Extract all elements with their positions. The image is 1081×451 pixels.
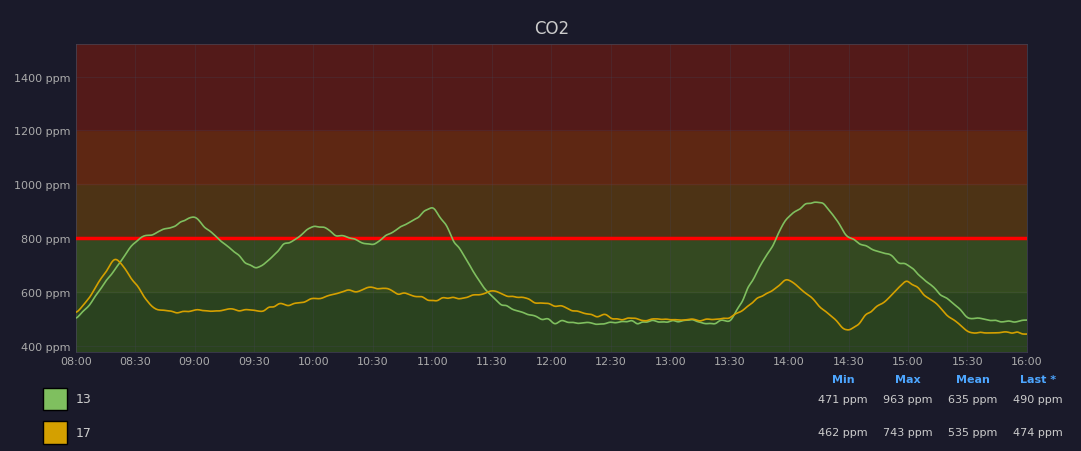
13	[1020, 318, 1033, 323]
13	[810, 200, 823, 206]
FancyBboxPatch shape	[43, 388, 67, 410]
17	[69, 310, 82, 315]
13	[608, 320, 620, 326]
Title: CO2: CO2	[534, 20, 569, 38]
13	[69, 316, 82, 321]
17	[721, 316, 734, 322]
17	[496, 292, 509, 297]
Bar	[76, 45, 1027, 131]
Text: Max: Max	[895, 374, 921, 384]
Text: 743 ppm: 743 ppm	[883, 427, 933, 437]
17	[109, 257, 122, 262]
Line: 17: 17	[76, 260, 1027, 334]
Line: 13: 13	[76, 203, 1027, 325]
Text: 17: 17	[76, 426, 92, 438]
13	[855, 243, 868, 248]
17	[134, 288, 147, 293]
Text: 535 ppm: 535 ppm	[948, 427, 998, 437]
FancyBboxPatch shape	[43, 421, 67, 444]
17	[1018, 331, 1031, 337]
Text: Last *: Last *	[1019, 374, 1056, 384]
13	[182, 216, 195, 222]
Text: 635 ppm: 635 ppm	[948, 394, 998, 404]
17	[854, 320, 867, 325]
Bar	[76, 293, 1027, 352]
17	[608, 317, 620, 322]
Text: 474 ppm: 474 ppm	[1013, 427, 1063, 437]
13	[133, 237, 146, 242]
Text: 963 ppm: 963 ppm	[883, 394, 933, 404]
Text: 462 ppm: 462 ppm	[818, 427, 868, 437]
Bar	[76, 239, 1027, 293]
Text: 471 ppm: 471 ppm	[818, 394, 868, 404]
Text: 490 ppm: 490 ppm	[1013, 394, 1063, 404]
Text: Min: Min	[832, 374, 854, 384]
17	[1020, 331, 1033, 337]
Bar	[76, 131, 1027, 185]
Text: 13: 13	[76, 392, 92, 405]
13	[495, 303, 508, 308]
Bar	[76, 185, 1027, 239]
13	[590, 322, 603, 327]
13	[721, 319, 734, 324]
Text: Mean: Mean	[956, 374, 990, 384]
17	[182, 309, 196, 314]
